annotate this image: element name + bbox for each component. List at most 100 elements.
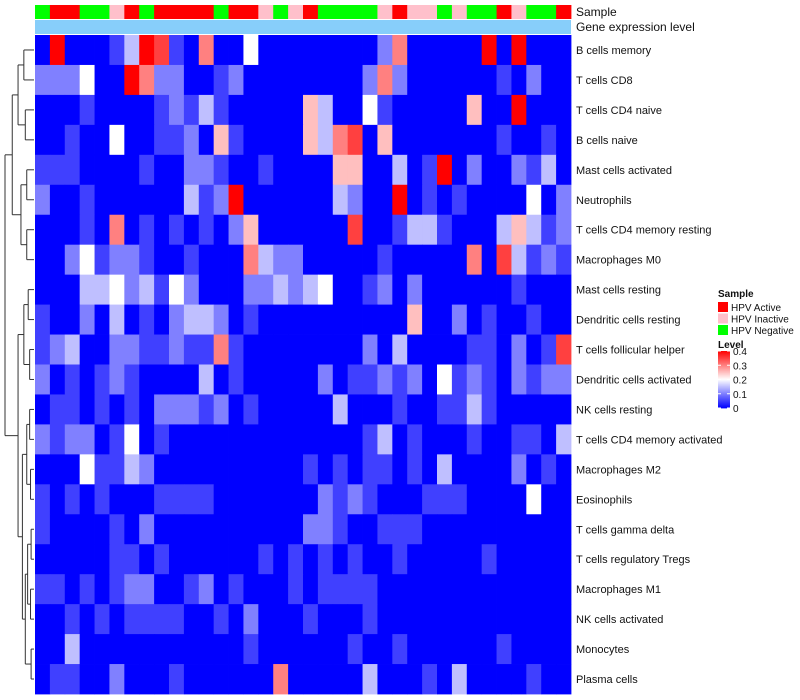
heatmap-cell	[317, 35, 334, 66]
heatmap-cell	[139, 124, 155, 156]
heatmap-cell	[526, 604, 542, 635]
heatmap-cell	[288, 274, 304, 305]
colorbar-segment	[718, 396, 730, 398]
heatmap-cell	[64, 244, 81, 276]
heatmap-cell	[124, 274, 140, 305]
heatmap-cell	[169, 184, 185, 216]
heatmap-cell	[377, 514, 393, 545]
heatmap-cell	[35, 124, 51, 156]
heatmap-cell	[79, 64, 95, 96]
heatmap-cell	[213, 634, 229, 665]
heatmap-cell	[154, 574, 170, 605]
heatmap-cell	[35, 154, 51, 186]
row-label: B cells memory	[576, 45, 652, 57]
heatmap-cell	[273, 394, 289, 425]
heatmap-cell	[109, 604, 125, 635]
heatmap-cell	[213, 304, 229, 335]
heatmap-cell	[407, 364, 423, 395]
heatmap-cell	[407, 184, 423, 216]
heatmap-cell	[49, 64, 66, 96]
heatmap-cell	[198, 544, 215, 575]
heatmap-cell	[213, 484, 229, 515]
colorbar-segment	[718, 392, 730, 395]
heatmap-cell	[362, 214, 378, 246]
heatmap-cell	[332, 244, 349, 276]
heatmap-cell	[154, 94, 170, 126]
heatmap-cell	[347, 184, 363, 216]
heatmap-cell	[35, 454, 51, 485]
heatmap-cell	[496, 304, 512, 335]
heatmap-cell	[288, 214, 304, 246]
heatmap-cell	[288, 574, 304, 605]
heatmap-cell	[362, 484, 378, 515]
row-label: T cells CD4 memory resting	[576, 225, 712, 237]
heatmap-cell	[213, 454, 229, 485]
heatmap-cell	[288, 124, 304, 156]
heatmap-cell	[511, 214, 527, 246]
heatmap-cell	[496, 394, 512, 425]
colorbar-segment	[718, 362, 730, 364]
heatmap-cell	[451, 454, 468, 485]
heatmap-cell	[94, 244, 110, 276]
sample-annotation-bar	[35, 5, 572, 19]
heatmap-cell	[347, 364, 363, 395]
heatmap-cell	[139, 334, 155, 365]
heatmap-cell	[183, 184, 200, 216]
heatmap-cell	[407, 574, 423, 605]
heatmap-cell	[64, 424, 81, 455]
sample-annotation-cell	[556, 5, 572, 19]
heatmap-cell	[392, 35, 408, 66]
heatmap-cell	[288, 64, 304, 96]
heatmap-cell	[49, 274, 66, 305]
heatmap-cell	[466, 214, 483, 246]
heatmap-cell	[228, 514, 244, 545]
heatmap-cell	[392, 304, 408, 335]
sample-annotation-cell	[407, 5, 423, 19]
heatmap-cell	[49, 35, 66, 66]
heatmap-cell	[243, 35, 259, 66]
heatmap-cell	[213, 604, 229, 635]
heatmap-cell	[35, 664, 51, 695]
heatmap-cell	[228, 364, 244, 395]
heatmap-cell	[109, 64, 125, 96]
sample-annotation-cell	[392, 5, 408, 19]
heatmap-cell	[228, 484, 244, 515]
heatmap-cell	[49, 484, 66, 515]
heatmap-cell	[392, 664, 408, 695]
heatmap-cell	[303, 544, 319, 575]
heatmap-cell	[154, 514, 170, 545]
heatmap-cell	[466, 424, 483, 455]
heatmap-cell	[466, 664, 483, 695]
heatmap-cell	[362, 364, 378, 395]
sample-annotation-cell	[377, 5, 393, 19]
heatmap-cell	[64, 124, 81, 156]
heatmap-cell	[243, 214, 259, 246]
heatmap-cell	[377, 574, 393, 605]
heatmap-cell	[451, 394, 468, 425]
heatmap-cell	[392, 124, 408, 156]
heatmap-cell	[422, 274, 438, 305]
heatmap-cell	[541, 394, 557, 425]
heatmap-cell	[392, 634, 408, 665]
heatmap-cell	[258, 124, 274, 156]
sample-annotation-cell	[35, 5, 51, 19]
heatmap-cell	[466, 394, 483, 425]
sample-annotation-cell	[64, 5, 81, 19]
heatmap-cell	[332, 454, 349, 485]
heatmap-cell	[407, 394, 423, 425]
heatmap-cell	[303, 364, 319, 395]
heatmap-cell	[183, 154, 200, 186]
heatmap-cell	[332, 364, 349, 395]
heatmap-cell	[49, 424, 66, 455]
heatmap-cell	[377, 454, 393, 485]
heatmap-cell	[526, 214, 542, 246]
colorbar-segment	[718, 364, 730, 366]
heatmap-cell	[392, 484, 408, 515]
heatmap-cell	[183, 64, 200, 96]
heatmap-cell	[79, 364, 95, 395]
heatmap-cell	[541, 274, 557, 305]
colorbar-segment	[718, 377, 730, 379]
heatmap-cell	[437, 244, 453, 276]
heatmap-cell	[139, 454, 155, 485]
heatmap-cell	[124, 304, 140, 335]
